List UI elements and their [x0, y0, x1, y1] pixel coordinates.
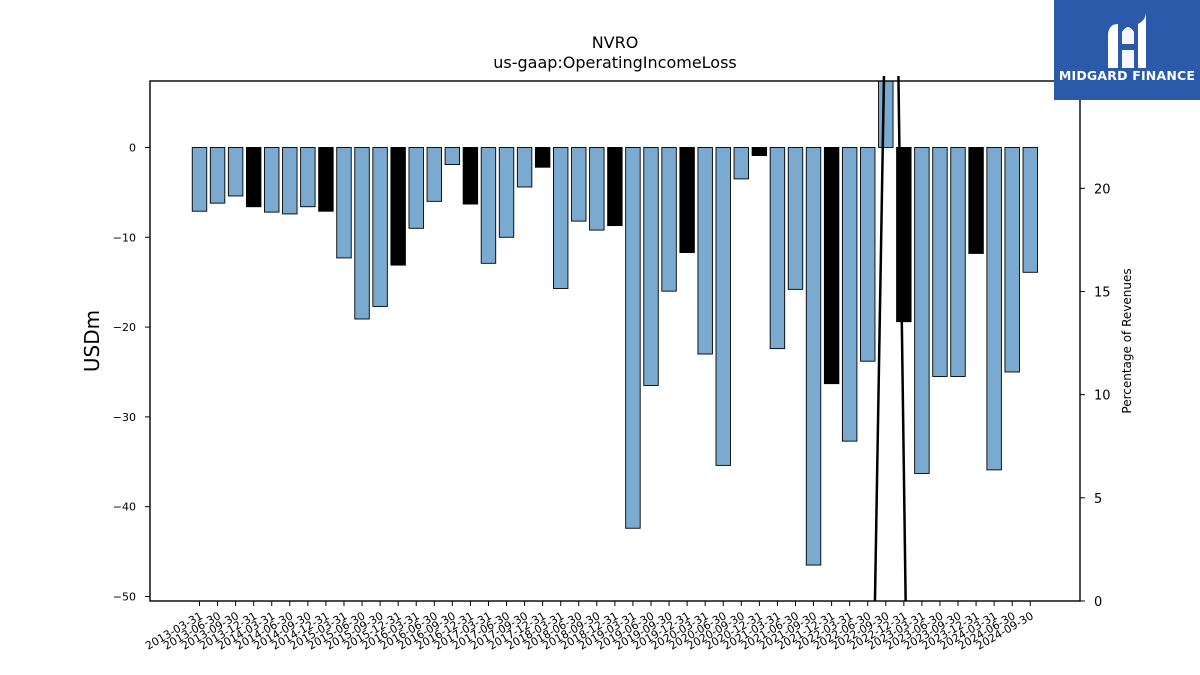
bar-2014-09-30: [300, 147, 316, 208]
bar-2020-03-31: [697, 147, 713, 355]
bar-2016-06-30: [426, 147, 442, 202]
bar-2016-03-31: [408, 147, 424, 229]
bar-2020-12-31: [751, 147, 768, 156]
bar-2019-06-30: [643, 147, 659, 386]
bar-2014-12-31: [318, 147, 334, 212]
bar-2021-03-31: [769, 147, 786, 350]
percentage-line-return: [897, 75, 907, 602]
y-tick-label: 0: [129, 141, 136, 154]
y2-tick-label: 15: [1094, 285, 1111, 300]
bar-2017-09-30: [516, 147, 533, 188]
bar-2024-09-30: [1022, 147, 1038, 273]
midgard-logo-icon: [1108, 12, 1146, 68]
bar-2019-03-31: [625, 147, 641, 529]
chart-subtitle: us-gaap:OperatingIncomeLoss: [493, 53, 737, 72]
percentage-line: [873, 75, 886, 602]
brand-name: MIDGARD FINANCE: [1058, 68, 1196, 83]
bar-2022-09-30: [878, 80, 894, 148]
bar-2019-12-31: [679, 147, 695, 253]
bar-2015-12-31: [390, 147, 406, 266]
bar-2019-09-30: [661, 147, 677, 292]
bar-2020-06-30: [715, 147, 731, 466]
bar-2018-06-30: [571, 147, 587, 222]
bar-2015-03-31: [336, 147, 352, 259]
bar-2018-12-31: [607, 147, 623, 227]
x-axis-ticks: 2013-03-312013-06-302013-09-302013-12-31…: [143, 601, 1036, 653]
bar-2017-06-30: [498, 147, 515, 238]
bar-2014-03-31: [264, 147, 280, 213]
bar-2020-09-30: [733, 147, 749, 180]
y-axis-label: USDm: [80, 310, 104, 372]
bar-2015-06-30: [354, 147, 370, 320]
bar-2021-06-30: [787, 147, 804, 290]
percentage-line-group: [873, 75, 907, 602]
y-tick-label: −10: [113, 231, 136, 244]
bar-2015-09-30: [372, 147, 388, 307]
bar-2022-03-31: [841, 147, 858, 442]
bar-2021-09-30: [805, 147, 822, 566]
y-tick-label: −30: [113, 411, 136, 424]
bar-2024-06-30: [1004, 147, 1020, 373]
bar-2013-06-30: [209, 147, 226, 204]
y-tick-label: −20: [113, 321, 136, 334]
bar-2014-06-30: [282, 147, 298, 215]
bar-2016-09-30: [444, 147, 461, 165]
y-tick-label: −40: [113, 501, 136, 514]
bar-2023-03-31: [914, 147, 930, 474]
bar-2021-12-31: [823, 147, 840, 385]
bar-2016-12-31: [462, 147, 479, 205]
y2-axis-ticks: 0 5 10 15 20: [1080, 182, 1111, 610]
y2-tick-label: 10: [1094, 389, 1111, 404]
bar-2017-12-31: [534, 147, 551, 168]
y2-tick-label: 0: [1094, 595, 1102, 610]
bar-2018-03-31: [553, 147, 569, 289]
bar-2024-03-31: [986, 147, 1002, 471]
bar-2023-12-31: [968, 147, 984, 254]
bar-2013-12-31: [245, 147, 262, 208]
y-axis-ticks: 0 −10 −20 −30 −40 −50: [113, 141, 150, 604]
bar-2017-03-31: [480, 147, 497, 264]
y-tick-label: −50: [113, 591, 136, 604]
y2-tick-label: 5: [1094, 492, 1102, 507]
bar-2013-09-30: [227, 147, 244, 197]
y2-tick-label: 20: [1094, 182, 1111, 197]
y2-axis-label: Percentage of Revenues: [1120, 268, 1134, 413]
bar-group: [191, 80, 1038, 566]
brand-logo: MIDGARD FINANCE: [1054, 0, 1200, 100]
bar-2023-09-30: [950, 147, 966, 377]
bar-2022-06-30: [860, 147, 876, 362]
chart-title: NVRO: [592, 33, 639, 52]
bar-2023-06-30: [932, 147, 948, 377]
bar-2018-09-30: [589, 147, 605, 231]
bar-2013-03-31: [191, 147, 208, 212]
